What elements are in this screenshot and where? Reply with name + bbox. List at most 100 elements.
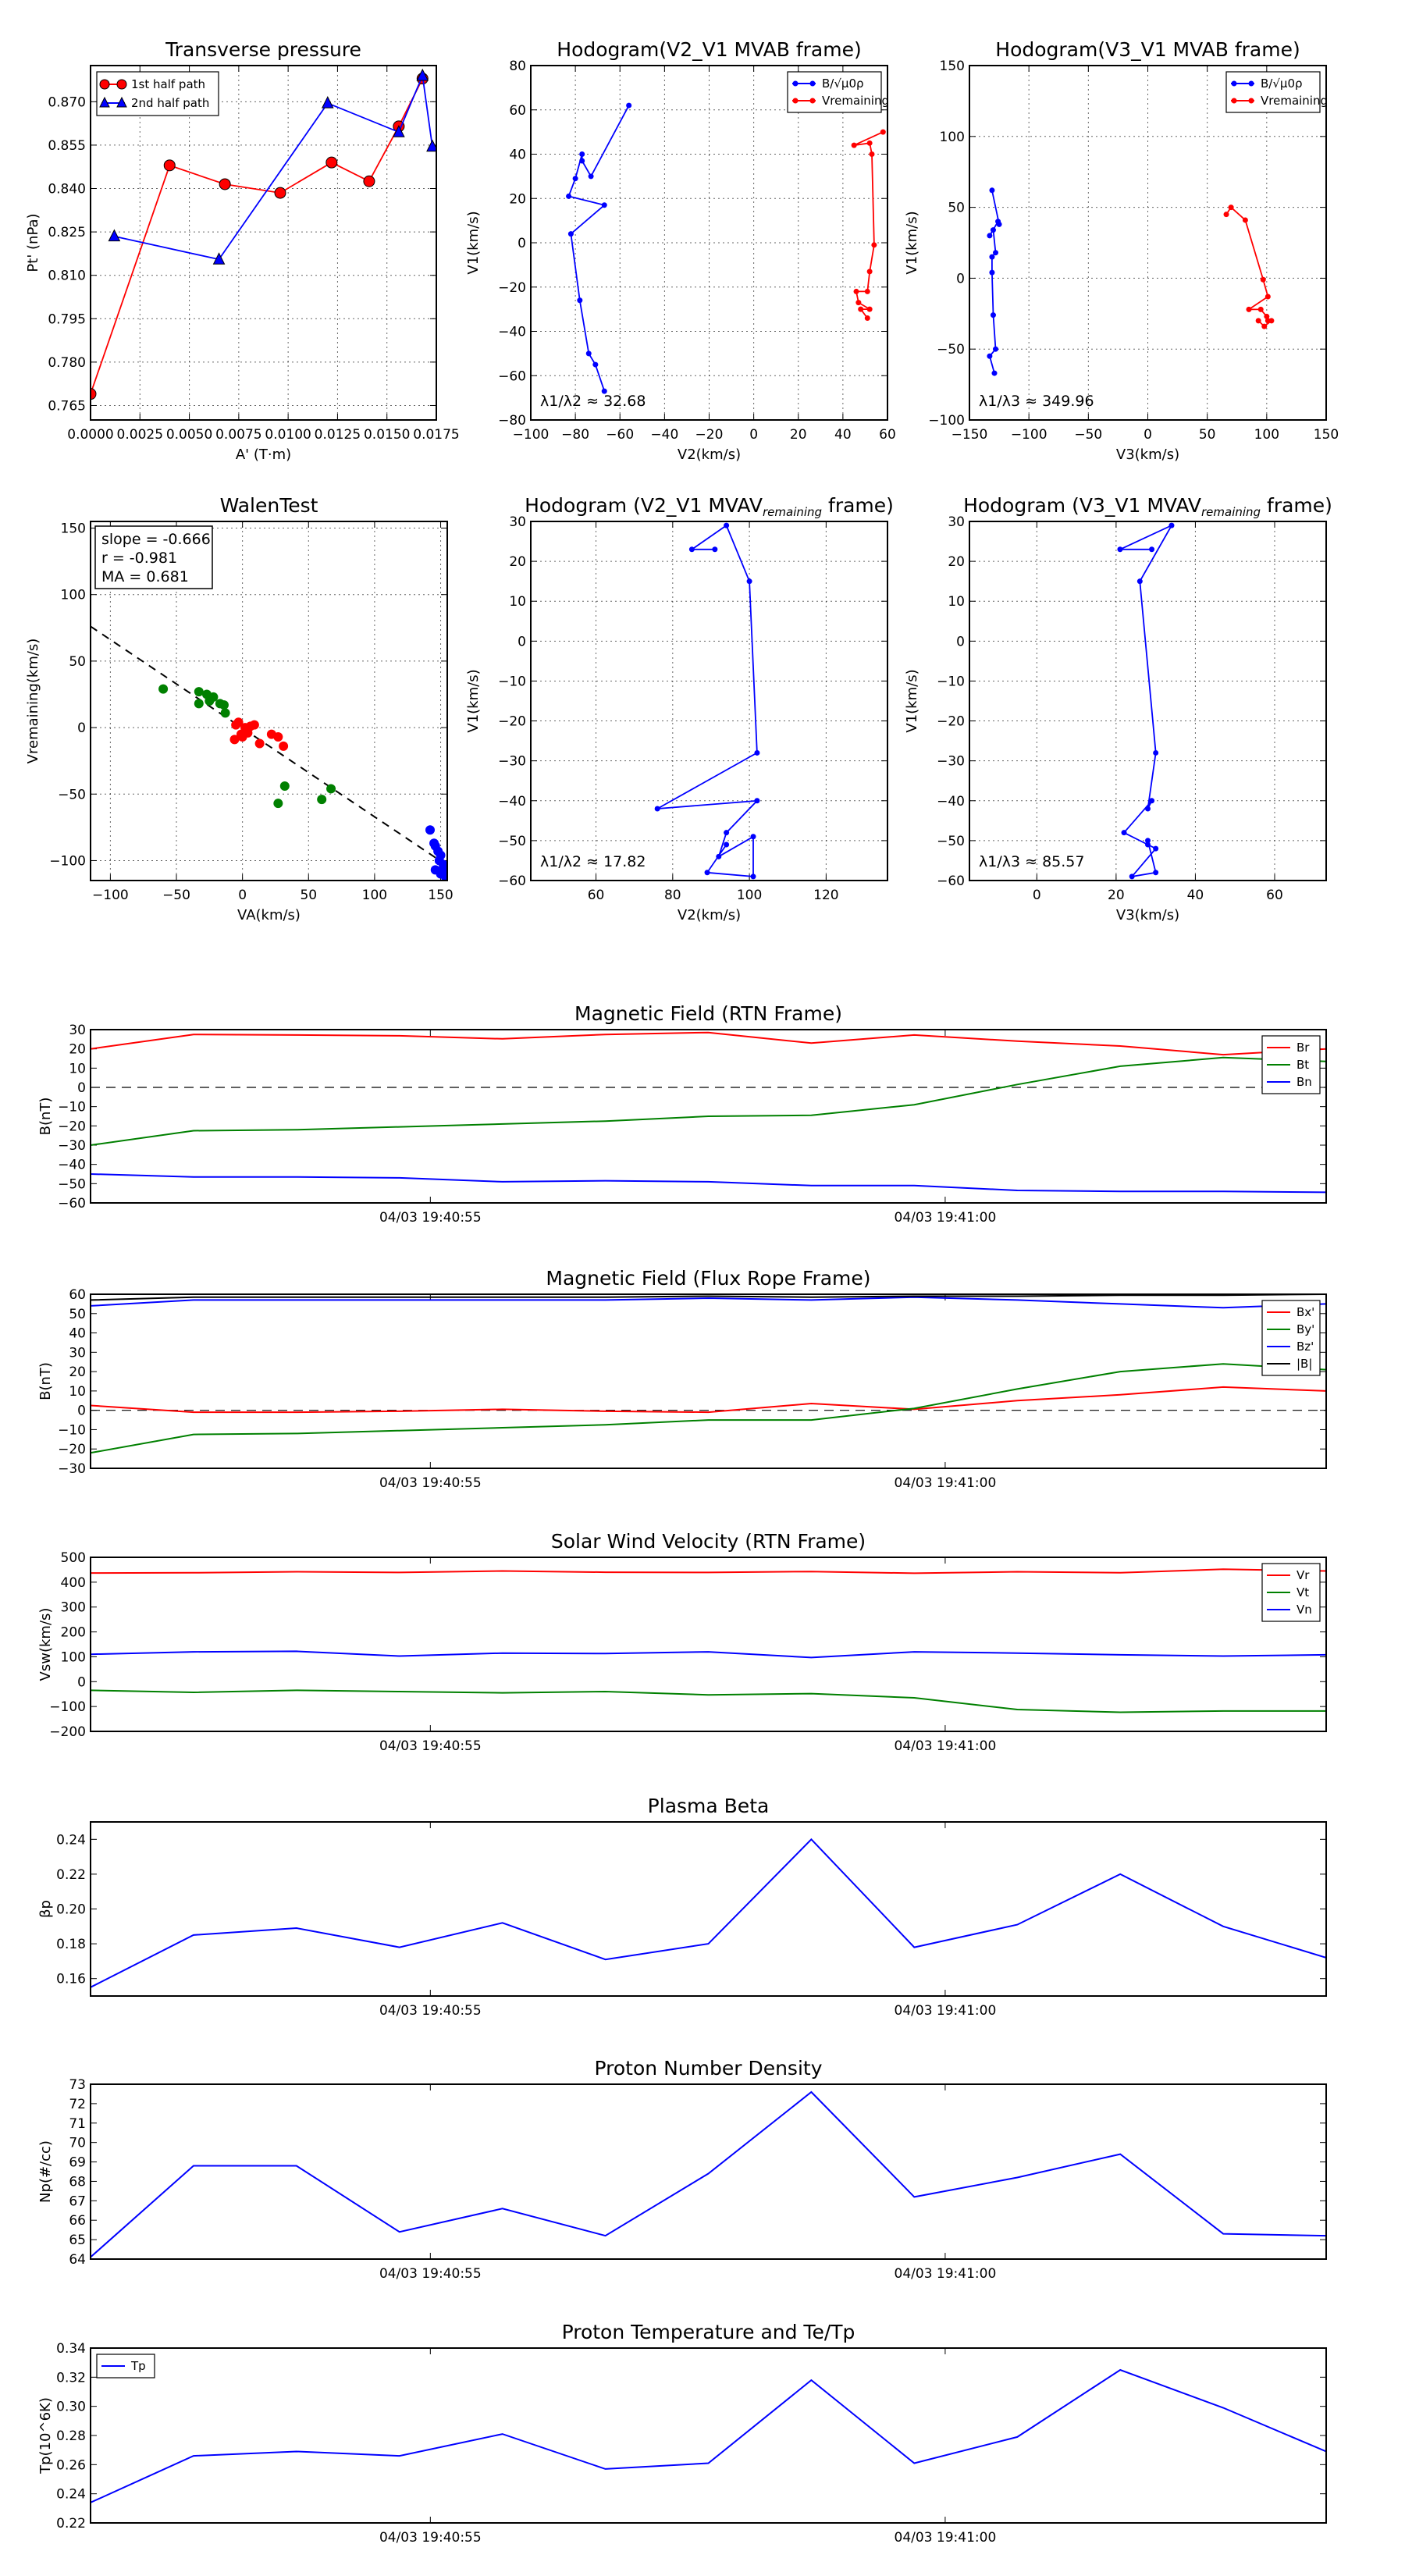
stats-line: slope = -0.666 [101,531,211,548]
y-tick-label: 0.22 [56,1867,86,1883]
data-point [1145,841,1151,848]
x-axis-label: V2(km/s) [678,907,741,923]
x-tick-label: 04/03 19:41:00 [895,1475,997,1491]
stats-line: MA = 0.681 [101,568,189,585]
y-tick-label: 0 [956,271,965,286]
y-tick-label: −50 [937,834,965,849]
chart-title: Proton Temperature and Te/Tp [562,2321,855,2343]
chart-h2: −150 −100 −50 0 50 100 150−100−50050100150Hodo… [904,38,1339,463]
legend-entry: Vt [1297,1585,1309,1599]
data-layer [91,2368,1326,2503]
y-tick-label: 30 [69,1023,86,1038]
legend-marker [99,96,110,108]
series-line-Bn [91,1173,1326,1194]
y-tick-label: −50 [498,834,526,849]
y-tick-label: 0 [77,1404,86,1419]
data-point [989,254,995,260]
data-point [1149,798,1155,804]
y-tick-label: −40 [498,325,526,340]
series-line-Bt [91,1056,1326,1146]
data-point [426,139,436,152]
x-tick-label: 20 [1108,888,1125,903]
data-point [237,732,247,742]
chart-tp: 04/03 19:40:55 04/03 19:41:00 0.22 0.24 0.26… [37,2321,1327,2546]
y-tick-label: 69 [69,2155,86,2171]
legend: B/√μ0ρ Vremaining [1225,71,1328,113]
chart-h1: −100 −80 −60 −40 −20 0 20 40 60−80−60−40−2002040… [465,38,896,463]
y-tick-label: 70 [69,2136,86,2151]
data-point [880,129,886,135]
data-point [754,798,760,804]
x-tick-label: −150 [951,427,988,443]
x-axis-label: V3(km/s) [1116,907,1179,923]
legend: Vr Vt Vn [1261,1563,1321,1622]
y-tick-label: 0 [518,236,526,251]
y-tick-label: 50 [948,201,965,216]
legend-frame [1225,71,1321,113]
data-layer [654,522,760,880]
chart-title: Hodogram (V3_V1 MVAVremaining frame) [963,494,1332,519]
y-tick-label: 20 [948,554,965,570]
data-point [750,834,756,840]
y-tick-label: 0.24 [56,2487,86,2503]
x-tick-label: 100 [362,888,387,903]
y-tick-label: 200 [61,1625,86,1641]
x-tick-label: 0.0125 [315,427,361,443]
chart-pt: 0.0000 0.0025 0.0050 0.0075 0.0100 0.0125 0.01… [25,38,460,463]
y-tick-label: −10 [937,674,965,689]
chart-title: Hodogram (V2_V1 MVAVremaining frame) [525,494,894,519]
x-tick-label: 04/03 19:41:00 [895,2530,997,2546]
x-tick-label: 04/03 19:40:55 [379,2530,482,2546]
y-tick-label: 0.870 [48,94,86,110]
series-line-By' [91,1363,1326,1454]
data-point [1168,522,1175,528]
series-line-beta [91,1838,1326,1988]
data-point [325,156,338,169]
y-axis-label: V1(km/s) [904,211,920,274]
y-tick-label: 68 [69,2174,86,2190]
y-tick-label: 60 [509,103,526,119]
eigenvalue-ratio-label: λ1/λ2 ≈ 17.82 [540,853,646,870]
data-point [688,546,695,553]
y-tick-label: −30 [58,1138,86,1154]
y-tick-label: 20 [509,554,526,570]
y-tick-label: −20 [937,714,965,730]
y-axis-label: V1(km/s) [904,669,920,732]
legend-marker [1231,98,1237,104]
y-tick-label: −60 [498,368,526,384]
x-tick-label: −50 [162,888,190,903]
x-tick-label: 150 [1314,427,1339,443]
data-point [864,288,870,294]
data-point [577,297,583,304]
x-tick-label: 04/03 19:40:55 [379,1475,482,1491]
y-tick-label: 66 [69,2213,86,2229]
y-tick-label: −200 [49,1724,86,1740]
y-tick-label: 20 [509,191,526,207]
data-layer [91,1568,1326,1713]
data-point [1264,313,1270,319]
data-point [1255,318,1261,324]
data-point [579,158,585,164]
data-point [601,202,607,208]
y-tick-label: 0.34 [56,2341,86,2357]
y-tick-label: 10 [69,1384,86,1400]
x-tick-label: 150 [428,888,453,903]
data-point [1260,276,1266,283]
legend-entry: By' [1297,1322,1314,1336]
data-point [855,300,862,306]
data-point [1268,318,1275,324]
x-tick-label: 0.0000 [67,427,113,443]
data-point [572,176,578,182]
chart-title: Proton Number Density [595,2057,823,2080]
y-tick-label: 10 [948,594,965,610]
y-tick-label: −10 [498,674,526,689]
data-point [995,219,1001,225]
regression-line [91,625,447,866]
plot-frame [90,1029,1327,1204]
x-tick-label: −100 [92,888,129,903]
title-end: frame) [1261,494,1332,517]
legend-entry: |B| [1297,1357,1312,1371]
y-tick-label: 30 [69,1345,86,1361]
series-line-B [988,190,1000,374]
legend-entry: Vr [1297,1568,1310,1582]
